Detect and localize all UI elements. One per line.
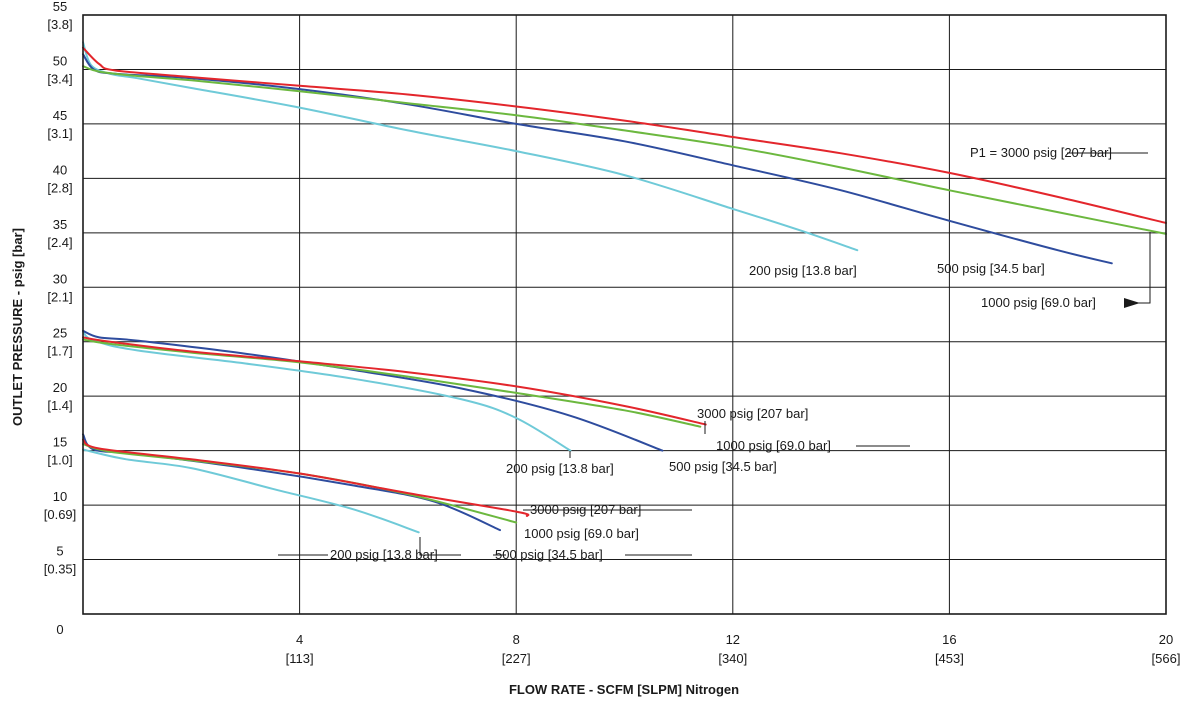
annotation-1000-low: 1000 psig [69.0 bar] <box>524 526 639 541</box>
annotation-500-low: 500 psig [34.5 bar] <box>495 547 603 562</box>
y-tick-label: 45 <box>53 108 67 123</box>
plot-frame <box>82 14 1167 615</box>
x-tick-label: 12 <box>726 632 740 647</box>
y-axis-title: OUTLET PRESSURE - psig [bar] <box>10 228 25 426</box>
grid-lines <box>83 15 1166 614</box>
series-line-3000-psig-p15 <box>82 438 530 517</box>
series-line-200-psig-p15 <box>82 448 420 534</box>
x-tick-sublabel: [453] <box>935 651 964 666</box>
series-lines <box>82 41 1167 534</box>
annotation-3000-mid: 3000 psig [207 bar] <box>697 406 808 421</box>
y-tick-label: 15 <box>53 435 67 450</box>
y-tick-sublabel: [0.69] <box>44 507 77 522</box>
annotation-leaders <box>278 152 1151 556</box>
x-tick-label: 20 <box>1159 632 1173 647</box>
x-tick-label: 4 <box>296 632 303 647</box>
x-tick-label: 8 <box>513 632 520 647</box>
leader-1000-top-arrow <box>1124 298 1140 308</box>
x-tick-sublabel: [227] <box>502 651 531 666</box>
series-line-1000-psig-p50 <box>82 65 1167 235</box>
annotation-1000-mid: 1000 psig [69.0 bar] <box>716 438 831 453</box>
annotation-500-top: 500 psig [34.5 bar] <box>937 261 1045 276</box>
y-tick-sublabel: [0.35] <box>44 562 77 577</box>
y-tick-label: 20 <box>53 380 67 395</box>
x-tick-label: 16 <box>942 632 956 647</box>
y-tick-sublabel: [3.4] <box>47 71 72 86</box>
series-line-500-psig-p15 <box>82 433 501 532</box>
y-tick-sublabel: [1.7] <box>47 344 72 359</box>
leader-1000-top <box>1124 232 1151 304</box>
y-tick-label: 50 <box>53 53 67 68</box>
y-tick-label: 40 <box>53 162 67 177</box>
y-tick-label: 0 <box>56 622 63 637</box>
y-tick-label: 30 <box>53 271 67 286</box>
y-tick-sublabel: [3.1] <box>47 126 72 141</box>
annotation-p1-3000: P1 = 3000 psig [207 bar] <box>970 145 1112 160</box>
x-tick-sublabel: [113] <box>286 651 314 666</box>
y-tick-label: 35 <box>53 217 67 232</box>
y-tick-sublabel: [1.0] <box>47 453 72 468</box>
y-tick-sublabel: [1.4] <box>47 398 72 413</box>
annotation-1000-top: 1000 psig [69.0 bar] <box>981 295 1096 310</box>
annotations: P1 = 3000 psig [207 bar] 200 psig [13.8 … <box>330 145 1112 562</box>
y-tick-sublabel: [3.8] <box>47 17 72 32</box>
y-tick-sublabel: [2.4] <box>47 235 72 250</box>
y-tick-label: 25 <box>53 326 67 341</box>
series-line-200-psig-p50 <box>82 41 859 252</box>
leader-200-low <box>419 537 461 556</box>
annotation-500-mid: 500 psig [34.5 bar] <box>669 459 777 474</box>
y-tick-label: 5 <box>56 544 63 559</box>
series-line-3000-psig-p50 <box>82 46 1167 224</box>
series-line-3000-psig-p25 <box>82 336 707 426</box>
x-tick-sublabel: [340] <box>718 651 747 666</box>
annotation-200-mid: 200 psig [13.8 bar] <box>506 461 614 476</box>
y-tick-label: 55 <box>53 0 67 14</box>
annotation-3000-low: 3000 psig [207 bar] <box>530 502 641 517</box>
tick-labels: 0 5 [0.35] 10 [0.69] 15 [1.0] 20 [1.4] 25 [1.7] 30 [… <box>44 0 1181 666</box>
y-tick-label: 10 <box>53 489 67 504</box>
x-tick-sublabel: [566] <box>1152 651 1181 666</box>
series-line-1000-psig-p25 <box>82 338 702 428</box>
y-tick-sublabel: [2.8] <box>47 180 72 195</box>
y-tick-sublabel: [2.1] <box>47 289 72 304</box>
annotation-200-low: 200 psig [13.8 bar] <box>330 547 438 562</box>
annotation-200-top: 200 psig [13.8 bar] <box>749 263 857 278</box>
x-axis-title: FLOW RATE - SCFM [SLPM] Nitrogen <box>509 682 739 697</box>
